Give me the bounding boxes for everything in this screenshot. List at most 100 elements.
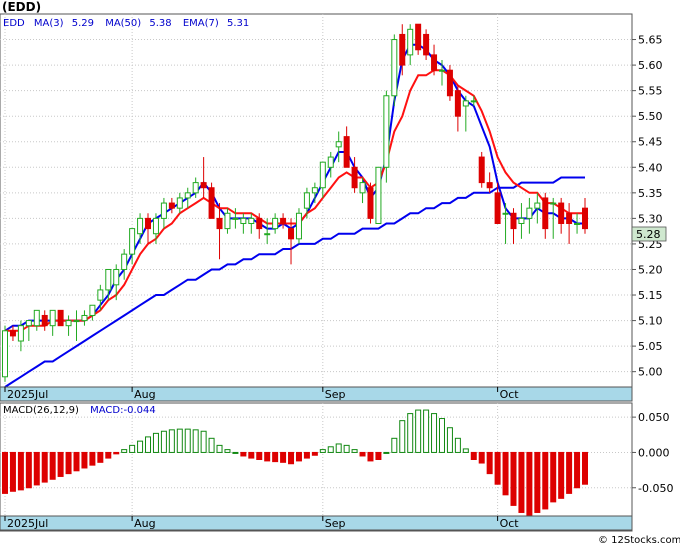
candle-body	[542, 197, 549, 230]
price-tick-label: 5.55	[638, 85, 663, 98]
price-tick-label: 5.45	[638, 136, 663, 149]
candle-body	[383, 95, 390, 168]
macd-bar	[65, 451, 72, 475]
candle-body	[129, 228, 136, 255]
macd-bar	[574, 451, 581, 489]
candle-body	[256, 217, 263, 230]
macd-bar	[582, 451, 588, 485]
price-tick-label: 5.65	[638, 34, 663, 47]
ema7-line	[5, 69, 585, 332]
macd-bar	[526, 451, 533, 517]
candle-body	[272, 217, 279, 230]
macd-bar	[160, 430, 167, 453]
candle-body	[486, 182, 493, 189]
macd-bar	[232, 451, 239, 454]
macd-bar	[375, 451, 382, 460]
price-xtick-label: Oct	[500, 388, 520, 401]
price-xaxis: 2025Jul Aug Sep Oct	[4, 387, 520, 401]
price-tick-label: 5.60	[638, 59, 663, 72]
macd-bar	[216, 444, 223, 453]
candle-body	[415, 23, 422, 51]
macd-bar	[391, 437, 398, 453]
candle-body	[33, 309, 40, 327]
macd-legend-value: MACD:-0.044	[90, 405, 156, 416]
macd-bar	[113, 451, 120, 455]
macd-bar	[41, 451, 48, 483]
ma3-line	[4, 43, 585, 332]
ema7-layer	[5, 69, 585, 332]
macd-bar	[25, 451, 32, 489]
legend-ma50-label: MA(50)	[105, 18, 141, 29]
candle-body	[240, 217, 247, 224]
macd-bar	[81, 451, 88, 469]
macd-bar	[280, 451, 287, 463]
candle-body	[367, 187, 374, 219]
macd-bar	[129, 444, 136, 453]
macd-xtick-label: Sep	[325, 517, 346, 530]
macd-bar	[9, 451, 16, 492]
macd-bar	[542, 451, 549, 510]
price-tick-label: 5.10	[638, 315, 663, 328]
macd-bar	[351, 449, 358, 453]
ma50-line	[4, 176, 585, 388]
macd-bars-layer	[2, 409, 588, 517]
macd-bar	[240, 451, 247, 457]
macd-bar	[534, 451, 541, 513]
candle-body	[168, 202, 175, 209]
macd-bar	[168, 429, 175, 453]
macd-bar	[486, 451, 493, 475]
macd-tick-label: 0.050	[638, 411, 670, 424]
macd-bar	[367, 451, 374, 462]
candle-body	[462, 100, 469, 107]
candle-body	[216, 217, 223, 230]
macd-bar	[303, 451, 310, 459]
candle-body	[184, 192, 191, 199]
macd-axis: 0.050 0.000 -0.050	[632, 411, 673, 495]
macd-bar	[446, 427, 453, 453]
macd-bar	[295, 451, 302, 462]
candle-body	[248, 217, 255, 224]
price-axis: 5.655.605.555.505.455.405.355.305.255.20…	[632, 34, 663, 379]
candle-body	[288, 228, 295, 240]
chart-title: (EDD)	[2, 0, 41, 14]
macd-bar	[470, 451, 477, 460]
watermark: © 12Stocks.com	[598, 535, 680, 546]
macd-bar	[431, 413, 438, 453]
candle-body	[510, 212, 517, 230]
macd-bar	[49, 451, 56, 480]
macd-bar	[248, 451, 255, 459]
candle-body	[9, 330, 16, 337]
macd-bar	[415, 409, 422, 453]
candle-body	[438, 69, 445, 72]
candle-body	[176, 197, 183, 209]
price-tick-label: 5.15	[638, 289, 663, 302]
candle-body	[152, 217, 159, 235]
candle-body	[526, 207, 533, 219]
candle-body	[160, 202, 167, 219]
price-tick-label: 5.20	[638, 263, 663, 276]
candle-body	[232, 217, 239, 220]
macd-tick-label: -0.050	[638, 482, 673, 495]
candle-body	[399, 33, 406, 66]
legend-ma50-value: 5.38	[149, 18, 171, 29]
candle-body	[81, 314, 88, 322]
macd-bar	[383, 451, 390, 454]
candle-body	[208, 187, 215, 219]
candle-body	[105, 268, 112, 291]
candle-body	[280, 217, 287, 224]
legend-ema7-label: EMA(7)	[183, 18, 219, 29]
price-tick-label: 5.05	[638, 340, 663, 353]
candle-body	[518, 217, 525, 224]
candle-body	[57, 309, 64, 327]
macd-xtick-label: Oct	[500, 517, 520, 530]
candle-body	[49, 309, 56, 327]
price-tick-label: 5.40	[638, 161, 663, 174]
macd-bar	[73, 451, 80, 472]
candle-body	[65, 320, 72, 327]
candle-body	[200, 182, 207, 189]
macd-bar	[343, 444, 350, 453]
candle-body	[494, 192, 501, 224]
macd-bar	[494, 451, 501, 485]
candles-layer	[2, 23, 588, 382]
